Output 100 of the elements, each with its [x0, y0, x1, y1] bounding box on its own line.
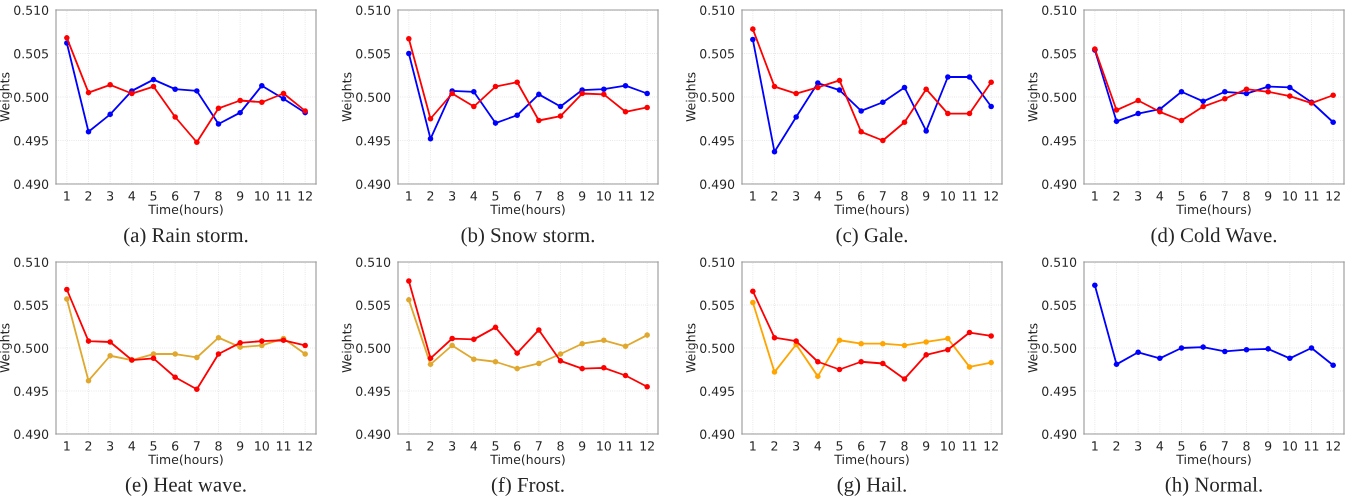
y-axis-title: Weights [1027, 72, 1040, 122]
x-tick-label: 12 [984, 441, 998, 451]
y-tick-label: 0.510 [356, 257, 391, 267]
y-tick-label: 0.490 [1042, 429, 1077, 439]
x-tick-label: 5 [836, 191, 843, 201]
x-tick-label: 4 [814, 441, 822, 451]
y-axis-title: Weights [341, 323, 354, 373]
x-tick-label: 5 [836, 441, 843, 451]
text: (d) Cold Wave. [1151, 227, 1277, 247]
x-tick-label: 2 [771, 191, 778, 201]
x-tick-label: 1 [64, 441, 70, 451]
x-axis-title: Time(hours) [834, 204, 909, 216]
x-tick-label: 11 [276, 441, 291, 451]
x-tick-label: 1 [406, 441, 412, 451]
x-tick-label: 9 [922, 441, 930, 451]
y-tick-label: 0.490 [14, 429, 49, 439]
x-tick-label: 1 [750, 191, 756, 201]
x-axis-title: Time(hours) [1176, 204, 1251, 216]
x-tick-label: 5 [492, 191, 499, 201]
x-tick-label: 10 [941, 191, 955, 201]
x-tick-label: 3 [449, 441, 456, 451]
x-tick-label: 2 [85, 441, 92, 451]
y-axis-title: Weights [341, 72, 354, 122]
x-tick-label: 12 [1326, 441, 1340, 451]
x-tick-label: 12 [298, 441, 312, 451]
y-tick-label: 0.505 [14, 48, 48, 59]
x-axis-title: Time(hours) [148, 454, 223, 466]
x-tick-label: 5 [150, 191, 157, 201]
x-tick-label: 10 [255, 191, 269, 201]
x-tick-label: 1 [750, 441, 756, 451]
x-tick-label: 6 [172, 441, 179, 451]
text: (h) Normal. [1165, 477, 1262, 496]
x-tick-label: 10 [1283, 191, 1297, 201]
x-tick-label: 2 [1113, 191, 1120, 201]
x-tick-label: 8 [215, 191, 222, 201]
x-tick-label: 9 [236, 441, 244, 451]
x-tick-label: 7 [1221, 441, 1228, 451]
y-tick-label: 0.495 [1042, 386, 1076, 396]
y-tick-label: 0.490 [1042, 179, 1077, 189]
x-axis-title: Time(hours) [490, 454, 565, 466]
y-tick-label: 0.500 [14, 343, 49, 353]
x-tick-label: 9 [578, 441, 586, 451]
x-tick-label: 3 [793, 191, 800, 201]
x-tick-label: 7 [879, 191, 886, 201]
x-tick-label: 12 [984, 191, 998, 201]
x-tick-label: 6 [514, 441, 521, 451]
x-tick-label: 2 [427, 441, 434, 451]
y-tick-label: 0.490 [356, 429, 391, 439]
x-tick-label: 11 [618, 441, 633, 451]
x-tick-label: 4 [128, 441, 136, 451]
x-tick-label: 3 [793, 441, 800, 451]
x-tick-label: 1 [1092, 441, 1098, 451]
x-tick-label: 11 [1304, 441, 1319, 451]
x-tick-label: 6 [1200, 191, 1207, 201]
x-tick-label: 9 [922, 191, 930, 201]
y-tick-label: 0.510 [1042, 257, 1077, 267]
x-tick-label: 3 [107, 441, 114, 451]
x-tick-label: 2 [427, 191, 434, 201]
x-tick-label: 5 [492, 441, 499, 451]
x-tick-label: 4 [814, 191, 822, 201]
x-tick-label: 8 [215, 441, 222, 451]
text: (b) Snow storm. [461, 227, 595, 247]
y-tick-label: 0.490 [14, 179, 49, 189]
x-tick-label: 9 [236, 191, 244, 201]
x-tick-label: 8 [557, 191, 564, 201]
x-tick-label: 7 [193, 441, 200, 451]
y-tick-label: 0.510 [700, 5, 735, 15]
x-tick-label: 3 [1135, 441, 1142, 451]
x-tick-label: 4 [1156, 441, 1164, 451]
x-tick-label: 11 [962, 441, 977, 451]
x-tick-label: 4 [128, 191, 136, 201]
x-tick-label: 12 [298, 191, 312, 201]
y-tick-label: 0.495 [356, 386, 390, 396]
text: (g) Hail. [837, 477, 906, 496]
y-tick-label: 0.490 [700, 179, 735, 189]
x-tick-label: 6 [1200, 441, 1207, 451]
x-tick-label: 8 [557, 441, 564, 451]
x-tick-label: 9 [578, 191, 586, 201]
x-tick-label: 8 [901, 441, 908, 451]
y-axis-title: Weights [1027, 323, 1040, 373]
x-tick-label: 3 [449, 191, 456, 201]
x-tick-label: 4 [470, 441, 478, 451]
x-tick-label: 1 [406, 191, 412, 201]
y-tick-label: 0.505 [1042, 48, 1076, 59]
x-tick-label: 5 [150, 441, 157, 451]
y-axis-title: Weights [685, 323, 698, 373]
y-tick-label: 0.505 [356, 48, 390, 59]
x-tick-label: 7 [193, 191, 200, 201]
y-tick-label: 0.490 [356, 179, 391, 189]
y-tick-label: 0.500 [700, 343, 735, 353]
text: (c) Gale. [836, 227, 908, 247]
x-tick-label: 12 [640, 191, 654, 201]
x-tick-label: 2 [1113, 441, 1120, 451]
y-tick-label: 0.495 [700, 135, 734, 146]
x-tick-label: 2 [85, 191, 92, 201]
y-tick-label: 0.495 [700, 386, 734, 396]
x-tick-label: 7 [879, 441, 886, 451]
y-tick-label: 0.500 [1042, 92, 1077, 102]
y-tick-label: 0.495 [14, 135, 48, 146]
x-tick-label: 10 [597, 191, 611, 201]
